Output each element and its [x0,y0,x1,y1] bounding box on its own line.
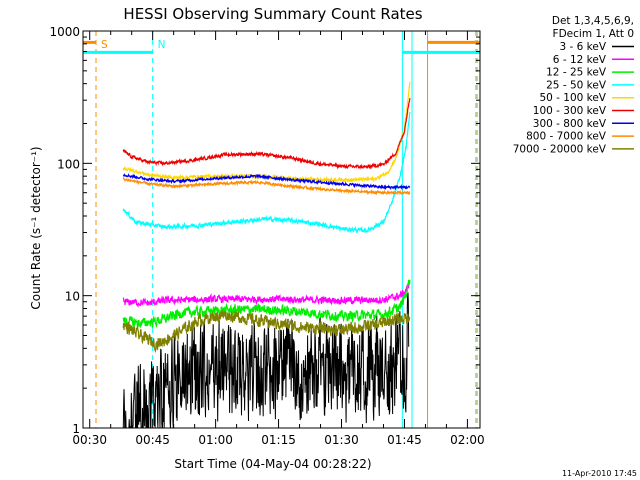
legend-label-7: 800 - 7000 keV [526,131,607,143]
legend-label-1: 6 - 12 keV [553,54,607,66]
series-line-5 [122,98,411,170]
annotation-n: N [158,39,166,51]
x-tick-label-2: 01:00 [198,433,233,447]
x-tick-label-6: 02:00 [450,433,485,447]
legend-label-8: 7000 - 20000 keV [513,143,607,155]
legend-label-0: 3 - 6 keV [559,41,606,53]
annotation-s: S [101,39,108,51]
legend-label-6: 300 - 800 keV [533,118,607,130]
legend-label-4: 50 - 100 keV [539,92,606,104]
series-line-1 [122,279,411,308]
x-tick-label-4: 01:30 [324,433,359,447]
series-line-3 [122,112,411,234]
plot-frame [82,30,481,429]
series-line-7 [122,176,411,196]
x-axis-label: Start Time (04-May-04 00:28:22) [174,457,371,471]
y-tick-label-2: 100 [57,157,80,171]
axes: 00:30 00:45 01:00 01:15 01:30 01:45 02:00 1 10 10… [49,25,484,447]
legend-label-5: 100 - 300 keV [533,105,607,117]
legend-label-2: 12 - 25 keV [546,67,607,79]
legend-label-3: 25 - 50 keV [546,79,607,91]
y-tick-label-1: 10 [65,290,80,304]
y-tick-label-0: 1 [72,422,80,436]
footer-date: 11-Apr-2010 17:45 [562,469,637,478]
y-axis-label: Count Rate (s⁻¹ detector⁻¹) [29,146,43,309]
x-tick-label-3: 01:15 [261,433,296,447]
x-tick-label-5: 01:45 [387,433,422,447]
x-tick-label-1: 00:45 [135,433,170,447]
legend-header-0: Det 1,3,4,5,6,9, [552,15,634,27]
series-line-2 [122,279,411,330]
legend-header-1: FDecim 1, Att 0 [553,28,634,40]
series-line-6 [122,172,411,191]
legend: Det 1,3,4,5,6,9,FDecim 1, Att 03 - 6 keV… [513,15,634,155]
chart-title: HESSI Observing Summary Count Rates [123,5,422,23]
series-line-8 [122,310,411,353]
y-tick-label-3: 1000 [49,25,80,39]
series-line-0 [122,292,410,429]
x-tick-label-0: 00:30 [72,433,107,447]
